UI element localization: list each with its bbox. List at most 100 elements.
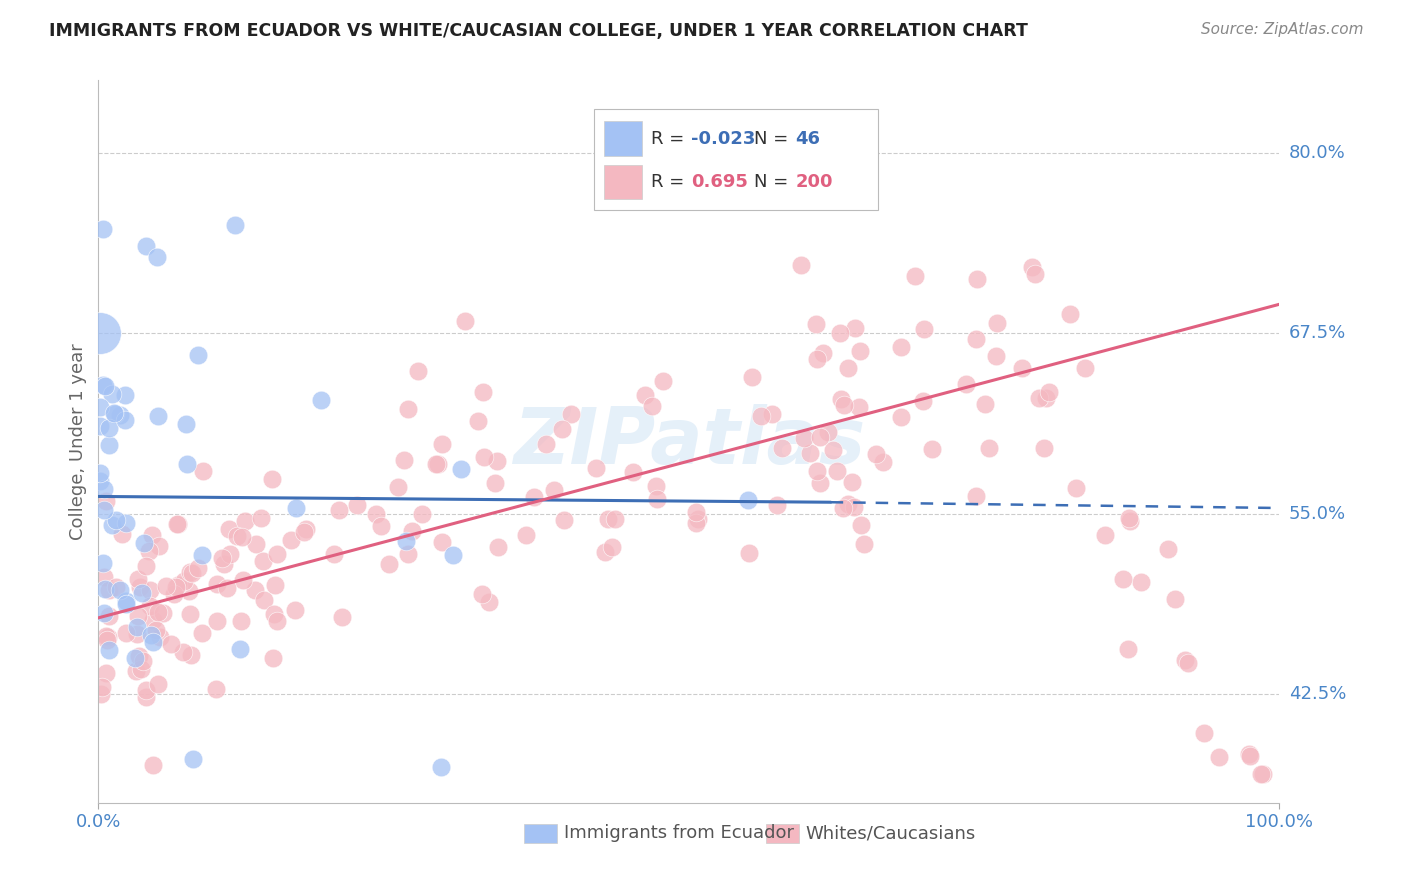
Text: 46: 46 bbox=[796, 130, 820, 148]
Point bbox=[108, 583, 131, 598]
Point bbox=[986, 349, 1008, 363]
Point bbox=[146, 605, 169, 619]
Point bbox=[1250, 767, 1272, 781]
Point bbox=[1251, 767, 1274, 781]
Point bbox=[686, 512, 709, 526]
Point bbox=[179, 607, 201, 621]
Y-axis label: College, Under 1 year: College, Under 1 year bbox=[69, 343, 87, 540]
Point bbox=[93, 378, 115, 392]
Point bbox=[205, 614, 228, 628]
Point bbox=[974, 397, 997, 411]
Point bbox=[146, 409, 169, 423]
Point bbox=[799, 446, 821, 460]
Point bbox=[1177, 656, 1199, 670]
Point bbox=[472, 385, 495, 400]
Point bbox=[263, 607, 285, 622]
Point bbox=[394, 534, 416, 549]
Point bbox=[89, 326, 111, 340]
Point bbox=[96, 493, 118, 508]
Point bbox=[146, 250, 169, 264]
Point bbox=[841, 475, 863, 489]
Point bbox=[114, 388, 136, 402]
Point bbox=[141, 627, 163, 641]
Point bbox=[96, 666, 118, 681]
Point bbox=[543, 483, 565, 497]
Point bbox=[977, 441, 1000, 455]
Point bbox=[808, 430, 831, 444]
Text: -0.023: -0.023 bbox=[692, 130, 755, 148]
Point bbox=[250, 510, 273, 524]
Point bbox=[346, 499, 368, 513]
Point bbox=[211, 551, 233, 566]
Point bbox=[966, 272, 988, 286]
Point bbox=[266, 547, 288, 561]
Point bbox=[1074, 360, 1097, 375]
Point bbox=[411, 507, 433, 521]
Point bbox=[1130, 574, 1153, 589]
Point bbox=[652, 374, 675, 388]
Point bbox=[832, 399, 855, 413]
Point bbox=[392, 453, 415, 467]
Point bbox=[93, 482, 115, 496]
Point bbox=[1164, 592, 1187, 607]
Point bbox=[172, 645, 194, 659]
Point bbox=[98, 438, 121, 452]
Point bbox=[817, 425, 839, 439]
Point bbox=[471, 587, 494, 601]
Point bbox=[145, 623, 167, 637]
Point bbox=[224, 218, 246, 232]
Point bbox=[229, 642, 252, 657]
Point bbox=[593, 545, 616, 559]
Point bbox=[181, 566, 204, 581]
Point bbox=[965, 490, 987, 504]
Point bbox=[849, 344, 872, 359]
Point bbox=[127, 609, 149, 624]
Point bbox=[560, 408, 582, 422]
Point bbox=[1239, 748, 1261, 763]
Text: ZIPatlas: ZIPatlas bbox=[513, 403, 865, 480]
Point bbox=[93, 222, 115, 236]
Point bbox=[1033, 441, 1056, 455]
Point bbox=[550, 422, 572, 436]
Point bbox=[789, 258, 811, 272]
Point bbox=[181, 752, 204, 766]
Point bbox=[205, 682, 228, 697]
Point bbox=[865, 447, 887, 461]
Point bbox=[96, 633, 118, 648]
Point bbox=[253, 592, 276, 607]
Point bbox=[837, 497, 859, 511]
Point bbox=[97, 583, 120, 598]
Point bbox=[163, 587, 186, 601]
Point bbox=[965, 332, 987, 346]
Point bbox=[292, 525, 315, 540]
Point bbox=[912, 322, 935, 336]
Point bbox=[685, 505, 707, 519]
Point bbox=[955, 376, 977, 391]
Point bbox=[131, 654, 153, 668]
Point bbox=[135, 683, 157, 698]
Point bbox=[309, 392, 332, 407]
Point bbox=[921, 442, 943, 456]
Point bbox=[425, 457, 447, 471]
Point bbox=[641, 399, 664, 413]
Point bbox=[485, 454, 508, 468]
Point bbox=[160, 636, 183, 650]
Point bbox=[486, 541, 509, 555]
Point bbox=[450, 462, 472, 476]
Point bbox=[741, 370, 763, 384]
Point bbox=[138, 544, 160, 558]
Point bbox=[111, 526, 134, 541]
Point bbox=[1112, 573, 1135, 587]
Point bbox=[477, 595, 499, 609]
Point bbox=[904, 268, 927, 283]
Point bbox=[218, 547, 240, 561]
Point bbox=[454, 314, 477, 328]
Point bbox=[467, 414, 489, 428]
Point bbox=[148, 677, 170, 691]
Point bbox=[401, 524, 423, 539]
Point bbox=[205, 576, 228, 591]
Point bbox=[806, 464, 828, 478]
Point bbox=[553, 513, 575, 527]
Point bbox=[808, 475, 831, 490]
Point bbox=[166, 517, 188, 532]
